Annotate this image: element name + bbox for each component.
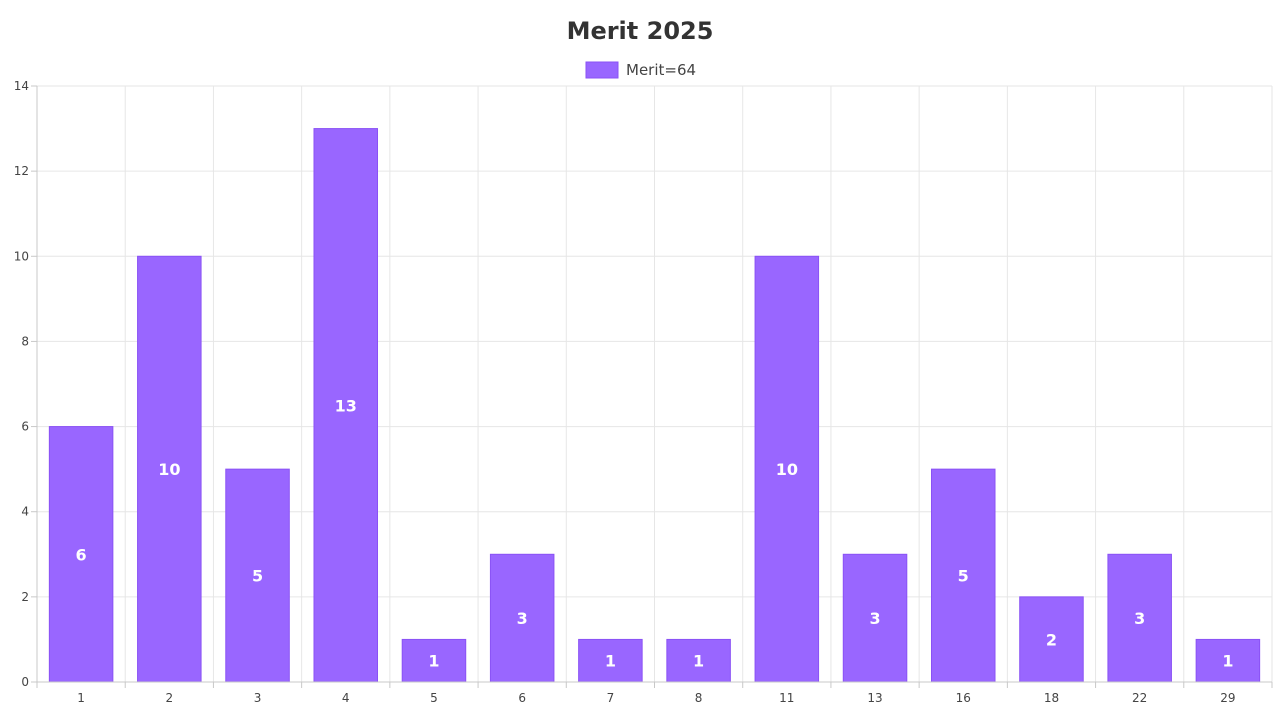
bar-value-label: 1 xyxy=(1222,652,1233,671)
legend-swatch xyxy=(585,61,619,79)
legend-label: Merit=64 xyxy=(626,61,696,79)
bar-value-label: 6 xyxy=(76,545,87,564)
bar-value-label: 2 xyxy=(1046,630,1057,649)
bar-value-label: 10 xyxy=(158,460,180,479)
bar[interactable] xyxy=(666,638,731,683)
y-tick-label: 8 xyxy=(21,334,29,348)
legend[interactable]: Merit=64 xyxy=(585,61,696,79)
x-tick-label: 5 xyxy=(430,691,438,705)
x-tick-label: 6 xyxy=(518,691,526,705)
bar-value-label: 5 xyxy=(958,567,969,586)
bar[interactable] xyxy=(137,255,202,683)
bar-value-label: 1 xyxy=(693,652,704,671)
y-tick-label: 4 xyxy=(21,505,29,519)
bar-value-label: 3 xyxy=(1134,609,1145,628)
y-tick-label: 10 xyxy=(14,249,29,263)
grid xyxy=(37,85,1273,682)
bar[interactable] xyxy=(225,468,290,683)
x-tick-label: 22 xyxy=(1132,691,1147,705)
bar[interactable] xyxy=(1195,638,1261,683)
x-tick-label: 3 xyxy=(254,691,262,705)
bar[interactable] xyxy=(1107,553,1172,683)
y-tick-label: 12 xyxy=(14,164,29,178)
x-tick-label: 18 xyxy=(1044,691,1059,705)
x-tick-label: 13 xyxy=(867,691,882,705)
bar-value-label: 3 xyxy=(869,609,880,628)
y-tick-label: 6 xyxy=(21,420,29,434)
bar[interactable] xyxy=(754,255,820,683)
bar-value-label: 10 xyxy=(776,460,798,479)
y-tick-label: 14 xyxy=(14,79,29,93)
bar[interactable] xyxy=(578,638,643,683)
y-tick-label: 2 xyxy=(21,590,29,604)
x-tick-label: 11 xyxy=(779,691,794,705)
bar-value-label: 1 xyxy=(605,652,616,671)
bar[interactable] xyxy=(930,468,996,683)
bar-value-label: 5 xyxy=(252,567,263,586)
bar[interactable] xyxy=(401,638,467,683)
x-tick-label: 16 xyxy=(956,691,971,705)
bar-value-label: 1 xyxy=(428,652,439,671)
x-tick-label: 2 xyxy=(166,691,174,705)
bar[interactable] xyxy=(1019,596,1084,683)
chart-title: Merit 2025 xyxy=(567,17,714,45)
x-tick-label: 1 xyxy=(77,691,85,705)
x-tick-label: 4 xyxy=(342,691,350,705)
bar-value-label: 13 xyxy=(335,396,357,415)
bar[interactable] xyxy=(48,426,114,683)
bars xyxy=(48,128,1261,683)
x-tick-label: 7 xyxy=(607,691,615,705)
bar-value-label: 3 xyxy=(517,609,528,628)
x-tick-label: 8 xyxy=(695,691,703,705)
x-tick-label: 29 xyxy=(1220,691,1235,705)
y-tick-label: 0 xyxy=(21,675,29,689)
bar[interactable] xyxy=(313,128,379,683)
